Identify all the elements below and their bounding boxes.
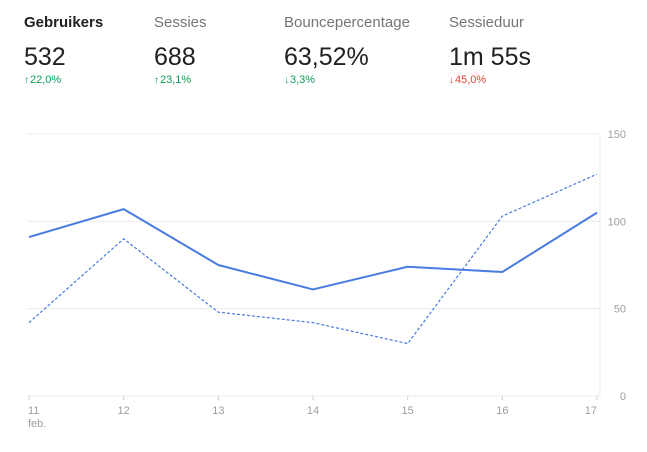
metric-sessions[interactable]: Sessies 688 ↑23,1% xyxy=(154,14,207,88)
metric-label: Sessieduur xyxy=(449,14,525,31)
x-tick-label: 11 xyxy=(28,405,39,417)
metric-value: 532 xyxy=(24,43,66,71)
metric-users[interactable]: Gebruikers 532 ↑22,0% xyxy=(24,14,103,88)
chart-series xyxy=(28,173,598,345)
metric-value: 1m 55s xyxy=(449,43,531,71)
metrics-bar: Gebruikers 532 ↑22,0% Sessies 688 ↑23,1%… xyxy=(0,0,647,100)
x-tick-label: 14 xyxy=(307,405,319,417)
y-tick-label: 0 xyxy=(620,391,626,403)
series-line-solid xyxy=(28,208,598,291)
arrow-up-icon: ↑ xyxy=(154,75,159,86)
x-tick-label: 13 xyxy=(212,405,224,417)
metric-value: 63,52% xyxy=(284,43,369,71)
arrow-down-icon: ↓ xyxy=(284,75,289,86)
metric-session-duration[interactable]: Sessieduur 1m 55s ↓45,0% xyxy=(449,14,531,88)
x-tick-label: 17 xyxy=(585,405,597,417)
metric-label: Sessies xyxy=(154,14,207,31)
metric-change-value: 3,3% xyxy=(290,74,316,86)
metric-change: ↓45,0% xyxy=(449,73,531,88)
y-tick-label: 150 xyxy=(608,129,626,141)
metric-label: Bouncepercentage xyxy=(284,14,410,31)
x-tick-label: 12 xyxy=(118,405,130,417)
y-tick-label: 100 xyxy=(608,216,626,228)
metric-value: 688 xyxy=(154,43,196,71)
metric-change: ↓3,3% xyxy=(284,73,410,88)
metric-change-value: 22,0% xyxy=(30,74,62,86)
y-axis: 0 50 100 150 xyxy=(608,129,626,403)
metric-change-value: 23,1% xyxy=(160,74,192,86)
x-axis: 11 12 13 14 15 16 17 feb. xyxy=(28,396,598,430)
metric-label: Gebruikers xyxy=(24,14,104,31)
series-line-dashed xyxy=(28,173,598,345)
metric-change-value: 45,0% xyxy=(455,74,487,86)
x-tick-label: 15 xyxy=(402,405,414,417)
x-tick-sublabel: feb. xyxy=(28,418,46,430)
x-tick-label: 16 xyxy=(496,405,508,417)
metric-change: ↑22,0% xyxy=(24,73,103,88)
metric-bounce-rate[interactable]: Bouncepercentage 63,52% ↓3,3% xyxy=(284,14,410,88)
metric-change: ↑23,1% xyxy=(154,73,207,88)
y-tick-label: 50 xyxy=(614,304,626,316)
arrow-up-icon: ↑ xyxy=(24,75,29,86)
arrow-down-icon: ↓ xyxy=(449,75,454,86)
